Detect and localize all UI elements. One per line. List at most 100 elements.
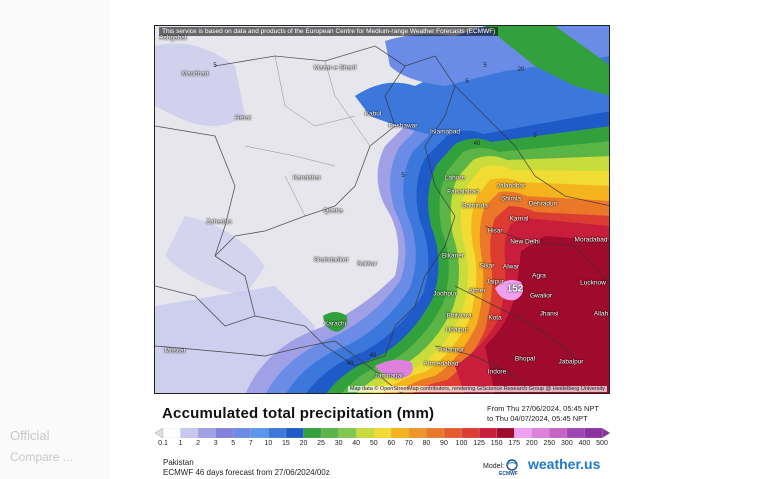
city-label: Jabalpur — [558, 358, 584, 366]
city-label: Bathinda — [462, 202, 488, 210]
city-label: Faisalabad — [447, 188, 479, 196]
scale-bin — [250, 428, 269, 438]
scale-bin — [443, 428, 462, 438]
scale-bin — [215, 428, 234, 438]
city-label: Peshawar — [388, 122, 418, 130]
city-label: Palanpur — [437, 346, 465, 354]
scale-tick-label: 2 — [196, 440, 201, 447]
scale-tick-label: 300 — [561, 440, 573, 447]
contour-label: 5 — [401, 173, 405, 179]
scale-tick-label: 200 — [525, 440, 538, 447]
scale-tick-label: 5 — [231, 440, 236, 447]
city-label: Moradabad — [574, 236, 608, 244]
scale-tick-label: 150 — [490, 440, 503, 447]
city-label: Kota — [488, 314, 502, 322]
scale-bin — [162, 428, 182, 438]
scale-bin — [566, 428, 585, 438]
scale-bin — [514, 428, 533, 438]
city-label: Zahedan — [206, 218, 232, 226]
data-disclaimer: This service is based on data and produc… — [159, 27, 499, 36]
city-label: Bikaner — [441, 252, 465, 260]
weather-us-logo[interactable]: weather.us — [528, 456, 601, 472]
scale-tick-label: 175 — [508, 440, 521, 447]
contour-label: 40 — [369, 353, 377, 359]
forecast-run: ECMWF 46 days forecast from 27/06/2024/0… — [163, 468, 330, 477]
scale-bin — [268, 428, 287, 438]
city-label: Udaipur — [445, 326, 469, 334]
scale-bin — [391, 428, 410, 438]
scale-bin — [180, 428, 199, 438]
region-name: Pakistan — [163, 458, 194, 467]
city-label: Dehradun — [528, 200, 558, 208]
city-label: New Delhi — [510, 238, 540, 246]
color-scale-labels: 0.1 1 2 3 5 7 10 15 20 25 30 40 50 60 70 80 90 100 125 150 1… — [155, 440, 610, 450]
scale-bin — [478, 428, 498, 438]
city-label: Jalandhar — [496, 182, 526, 190]
city-label: Karachi — [323, 320, 347, 328]
scale-tick-label: 500 — [596, 440, 608, 447]
scale-tick-label: 10 — [264, 440, 273, 447]
contour-label: 20 — [517, 67, 525, 73]
scale-bin — [584, 428, 603, 438]
city-label: Jamnagar — [374, 372, 404, 380]
map-title: Accumulated total precipitation (mm) — [162, 405, 435, 422]
scale-bin — [549, 428, 568, 438]
city-label: Lahore — [444, 174, 466, 182]
scale-bin — [408, 428, 427, 438]
city-label: Mazar-e Sharif — [313, 64, 357, 72]
city-label: Bhilwara — [446, 312, 472, 320]
forecast-info: Pakistan ECMWF 46 days forecast from 27/… — [163, 458, 330, 478]
city-label: Bhopal — [514, 355, 536, 363]
scale-bin — [197, 428, 217, 438]
map-attribution: Map data © OpenStreetMap contributors, r… — [347, 386, 607, 392]
scale-bin — [338, 428, 357, 438]
period-from: From Thu 27/06/2024, 05:45 NPT — [487, 404, 600, 413]
contour-label: 5 — [483, 63, 487, 69]
scale-tick-label: 7 — [248, 440, 253, 447]
city-label: Muscat — [164, 347, 186, 355]
precipitation-map[interactable]: This service is based on data and produc… — [154, 25, 610, 394]
precipitation-field — [155, 26, 609, 393]
city-label: Shahdadkot — [313, 256, 349, 264]
scale-bin — [461, 428, 480, 438]
city-label: Quetta — [323, 207, 343, 215]
scale-bin — [531, 428, 550, 438]
scale-bin — [426, 428, 445, 438]
city-label: Islamabad — [430, 128, 460, 136]
ghost-text: Compare ... — [10, 450, 73, 464]
period-to: to Thu 04/07/2024, 05:45 NPT — [487, 414, 588, 423]
scale-tick-label: 30 — [334, 440, 343, 447]
scale-bin — [356, 428, 375, 438]
city-label: Kandahar — [292, 174, 322, 182]
city-label: Hisar — [487, 227, 503, 235]
scale-tick-label: 15 — [282, 440, 290, 447]
scale-bin — [373, 428, 392, 438]
scale-tick-label: 40 — [352, 440, 361, 447]
scale-tick-label: 100 — [455, 440, 468, 447]
city-label: Ashgabat — [159, 34, 187, 42]
city-label: Jaipur — [486, 278, 504, 286]
contour-label: 5 — [213, 63, 217, 69]
scale-tick-label: 1 — [178, 440, 183, 447]
scale-tick-label: 80 — [422, 440, 431, 447]
scale-tick-label: 3 — [213, 440, 218, 447]
ghost-text: Official — [10, 428, 50, 443]
scale-bin — [320, 428, 340, 438]
color-scale-bar — [155, 428, 610, 438]
city-label: Indore — [487, 368, 507, 376]
ecmwf-logo-icon — [506, 459, 518, 471]
city-label: Jodhpur — [433, 290, 457, 298]
scale-tick-label: 0.1 — [158, 440, 168, 447]
scale-tick-label: 20 — [299, 440, 308, 447]
max-value-label: 152 — [506, 283, 524, 295]
forecast-period: From Thu 27/06/2024, 05:45 NPT to Thu 04… — [487, 404, 599, 424]
background-page-panel: Official Compare ... — [0, 0, 110, 479]
scale-bin — [496, 428, 515, 438]
city-label: Alwar — [502, 263, 520, 271]
city-label: Agra — [532, 272, 546, 280]
city-label: Sikar — [479, 262, 495, 270]
scale-bin — [303, 428, 322, 438]
scale-bin — [285, 428, 304, 438]
city-label: Mashhad — [181, 70, 209, 78]
city-label: Ajmer — [468, 287, 486, 295]
